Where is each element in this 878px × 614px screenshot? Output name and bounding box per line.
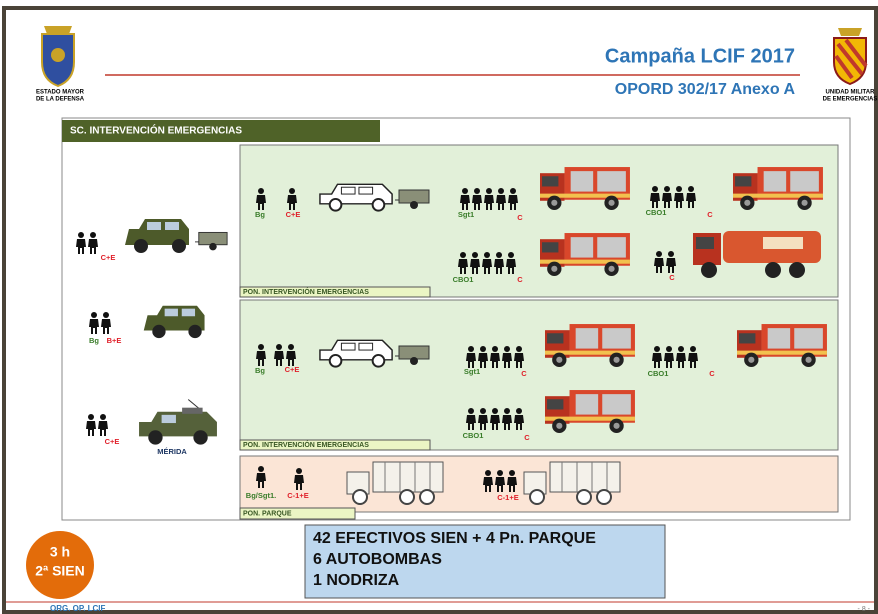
role-label: Bg/Sgt1. xyxy=(246,491,276,500)
role-label: C+E xyxy=(101,253,116,262)
logo-caption: ESTADO MAYOR xyxy=(36,90,85,96)
role-label: MÉRIDA xyxy=(157,447,187,456)
role-label: C+E xyxy=(105,437,120,446)
left-logo xyxy=(42,26,74,86)
role-label: Bg xyxy=(255,366,265,375)
role-label: C-1+E xyxy=(497,493,518,502)
footer-right: - 8 - xyxy=(858,606,871,613)
panel-title: SC. INTERVENCIÓN EMERGENCIAS xyxy=(70,124,242,137)
role-label: C xyxy=(517,213,523,222)
title: Campaña LCIF 2017 xyxy=(605,45,795,67)
section xyxy=(240,145,838,297)
badge-line: 2ª SIEN xyxy=(35,563,85,579)
role-label: C xyxy=(517,275,523,284)
role-label: Bg xyxy=(89,336,99,345)
role-label: CBO1 xyxy=(453,275,474,284)
role-label: Bg xyxy=(255,210,265,219)
subtitle: OPORD 302/17 Anexo A xyxy=(615,81,796,98)
role-label: CBO1 xyxy=(648,369,669,378)
logo-caption: DE LA DEFENSA xyxy=(36,97,85,103)
role-label: Sgt1 xyxy=(458,210,474,219)
badge-line: 3 h xyxy=(50,544,70,560)
summary-line: 1 NODRIZA xyxy=(313,572,400,589)
role-label: B+E xyxy=(107,336,122,345)
section-title: PON. INTERVENCIÓN EMERGENCIAS xyxy=(243,287,369,296)
role-label: Sgt1 xyxy=(464,367,480,376)
slide: ESTADO MAYOR DE LA DEFENSA Campaña LCIF … xyxy=(0,0,878,614)
role-label: C xyxy=(669,273,675,282)
footer-left: ORG. OP. LCIF xyxy=(50,604,106,613)
role-label: C+E xyxy=(286,210,301,219)
section-title: PON. INTERVENCIÓN EMERGENCIAS xyxy=(243,440,369,449)
logo-caption: UNIDAD MILITAR xyxy=(826,90,876,96)
role-label: C+E xyxy=(285,365,300,374)
role-label: C xyxy=(709,369,715,378)
right-logo xyxy=(834,28,866,84)
page: ESTADO MAYOR DE LA DEFENSA Campaña LCIF … xyxy=(0,0,878,614)
summary-line: 42 EFECTIVOS SIEN + 4 Pn. PARQUE xyxy=(313,530,596,547)
section-title: PON. PARQUE xyxy=(243,510,292,517)
section xyxy=(240,300,838,450)
role-label: C xyxy=(707,210,713,219)
role-label: CBO1 xyxy=(463,431,484,440)
summary-line: 6 AUTOBOMBAS xyxy=(313,551,442,568)
role-label: C xyxy=(521,369,527,378)
role-label: C-1+E xyxy=(287,491,308,500)
role-label: C xyxy=(524,433,530,442)
role-label: CBO1 xyxy=(646,208,667,217)
logo-caption: DE EMERGENCIAS xyxy=(823,97,878,103)
